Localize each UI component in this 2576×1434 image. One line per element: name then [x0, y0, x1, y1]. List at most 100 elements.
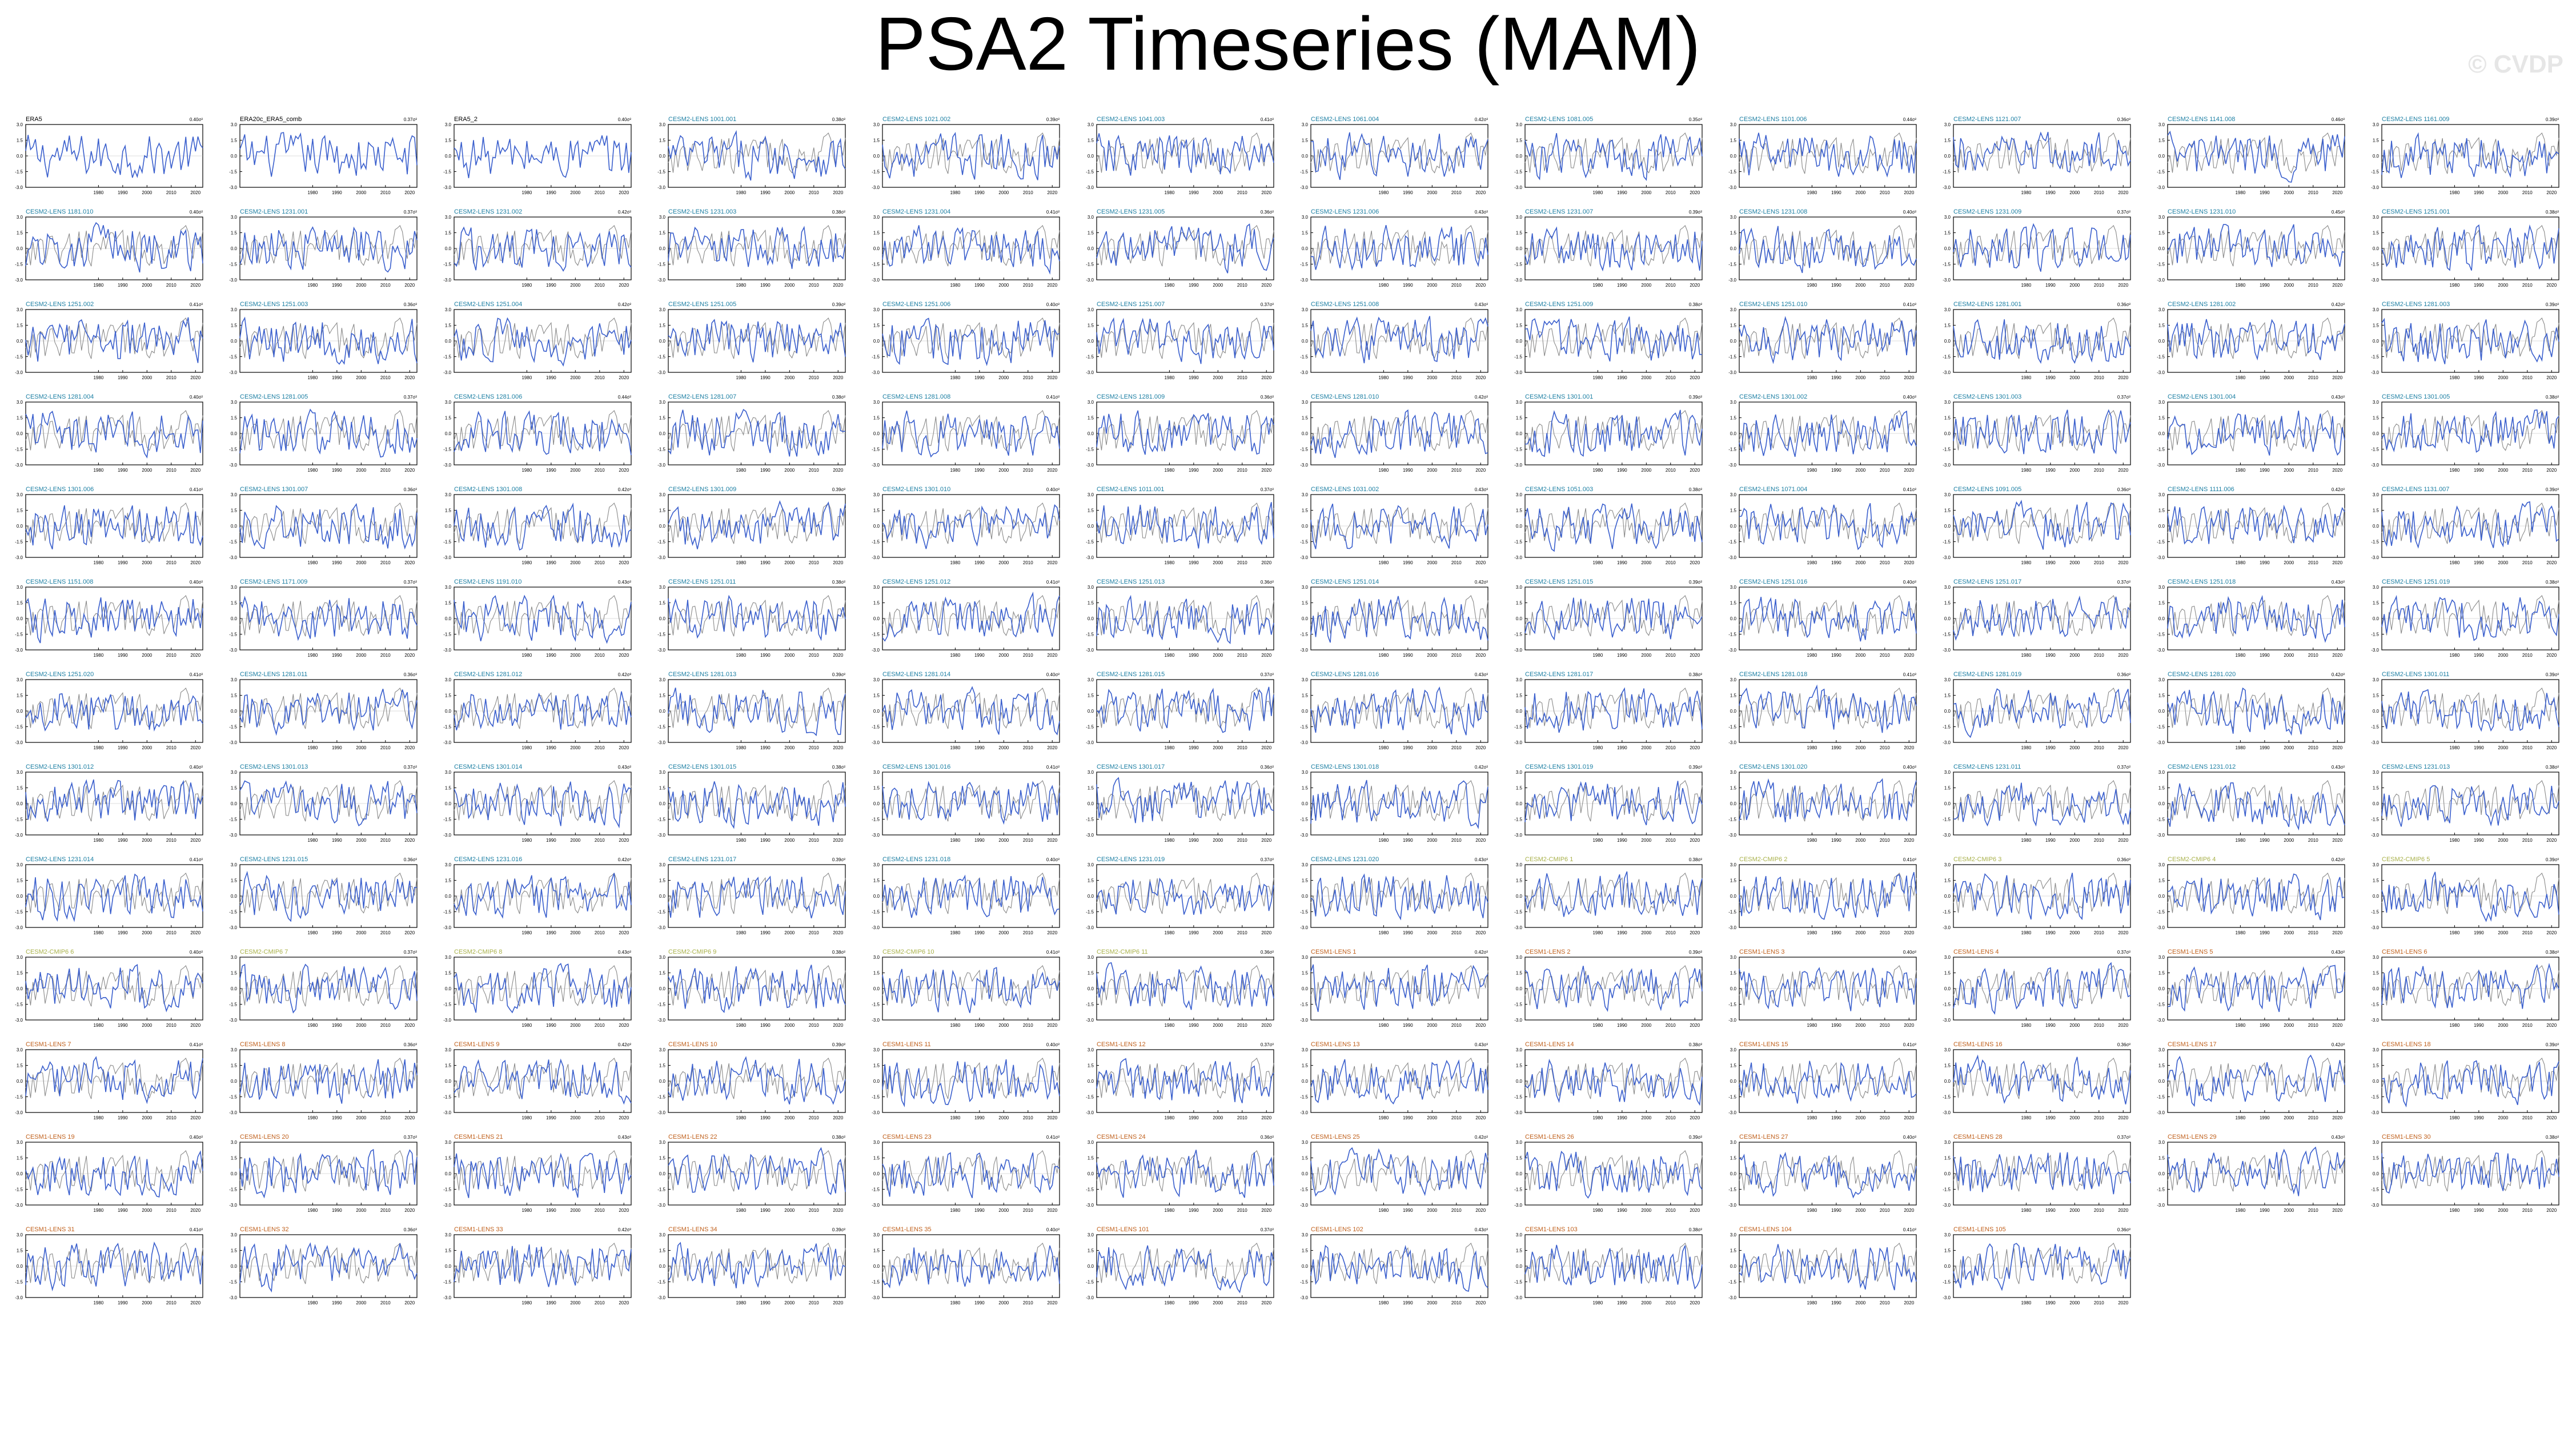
x-tick-label: 1990 — [2260, 375, 2270, 380]
panel-stat: 0.41σ² — [1903, 857, 1917, 862]
y-tick-label: 3.0 — [231, 122, 238, 127]
panel-stat: 0.38σ² — [832, 580, 846, 585]
x-tick-label: 1990 — [332, 930, 342, 935]
y-tick-label: -3.0 — [1300, 925, 1308, 930]
x-tick-label: 2020 — [1690, 1300, 1700, 1306]
observed-series-line — [1096, 873, 1274, 914]
x-tick-label: 2020 — [404, 745, 415, 750]
y-tick-label: 3.0 — [659, 307, 666, 312]
observed-series-line — [454, 595, 632, 637]
panel-stat: 0.39σ² — [1046, 117, 1060, 122]
observed-series-line — [1953, 1150, 2131, 1192]
panel: CESM2-LENS 1281.002 0.42σ²3.01.50.0-1.5-3… — [2157, 301, 2345, 380]
x-tick-label: 1990 — [546, 653, 556, 658]
x-tick-label: 1980 — [2449, 468, 2459, 473]
panel-stat: 0.41σ² — [1903, 487, 1917, 492]
x-tick-label: 1990 — [974, 1208, 985, 1213]
y-tick-label: 0.0 — [1088, 524, 1094, 529]
observed-series-line — [2167, 780, 2345, 822]
x-tick-label: 2000 — [998, 653, 1009, 658]
y-tick-label: 3.0 — [445, 1047, 452, 1053]
y-tick-label: -3.0 — [1728, 925, 1736, 930]
y-tick-label: -1.5 — [1086, 725, 1094, 730]
panel: CESM2-LENS 1231.018 0.40σ²3.01.50.0-1.5-3… — [872, 856, 1060, 935]
observed-series-line — [2381, 873, 2559, 914]
x-tick-label: 1980 — [950, 1300, 960, 1306]
x-tick-label: 2010 — [1023, 1023, 1033, 1028]
x-tick-label: 2020 — [1261, 1300, 1271, 1306]
x-tick-label: 1990 — [2474, 283, 2484, 288]
y-tick-label: 1.5 — [1088, 1248, 1094, 1254]
x-tick-label: 2020 — [619, 1208, 629, 1213]
x-tick-label: 1980 — [307, 930, 318, 935]
y-tick-label: -1.5 — [872, 170, 880, 175]
x-tick-label: 2020 — [1047, 1208, 1057, 1213]
x-tick-label: 1990 — [1617, 1300, 1627, 1306]
y-tick-label: 0.0 — [2373, 524, 2380, 529]
y-tick-label: 3.0 — [445, 307, 452, 312]
y-tick-label: 1.5 — [1516, 878, 1523, 883]
y-tick-label: -3.0 — [15, 833, 23, 838]
panel-title: CESM1-LENS 10 — [668, 1041, 717, 1048]
x-tick-label: 2020 — [619, 1023, 629, 1028]
x-tick-label: 2000 — [1213, 1300, 1223, 1306]
x-tick-label: 2000 — [1427, 1023, 1437, 1028]
x-tick-label: 2000 — [2069, 468, 2080, 473]
panel-title: ERA5_2 — [454, 116, 478, 123]
x-tick-label: 2000 — [356, 1300, 366, 1306]
panel: CESM1-LENS 104 0.41σ²3.01.50.0-1.5-3.0198… — [1728, 1226, 1917, 1306]
x-tick-label: 2020 — [1261, 190, 1271, 195]
member-series-line — [1310, 1147, 1488, 1197]
x-tick-label: 1980 — [2449, 283, 2459, 288]
x-tick-label: 2020 — [2118, 283, 2128, 288]
x-tick-label: 2020 — [619, 1115, 629, 1120]
y-tick-label: -1.5 — [1943, 1187, 1951, 1192]
panel-title: CESM2-LENS 1081.005 — [1525, 116, 1593, 123]
panel-stat: 0.40σ² — [1903, 765, 1917, 770]
x-tick-label: 1980 — [2449, 838, 2459, 843]
y-tick-label: 0.0 — [2373, 709, 2380, 714]
y-tick-label: 3.0 — [231, 400, 238, 405]
panel: CESM2-LENS 1251.017 0.37σ²3.01.50.0-1.5-3… — [1943, 579, 2131, 658]
x-tick-label: 2010 — [1451, 1208, 1462, 1213]
y-tick-label: 0.0 — [1088, 1171, 1094, 1176]
y-tick-label: 3.0 — [1516, 862, 1523, 867]
panel-title: CESM1-LENS 33 — [454, 1226, 503, 1233]
y-tick-label: 1.5 — [231, 1063, 238, 1069]
x-tick-label: 1980 — [1807, 190, 1817, 195]
panel-stat: 0.40σ² — [618, 117, 632, 122]
x-tick-label: 1990 — [118, 1023, 128, 1028]
x-tick-label: 1980 — [950, 283, 960, 288]
panel-title: CESM2-LENS 1091.005 — [1953, 486, 2021, 493]
panel-title: CESM1-LENS 17 — [2168, 1041, 2217, 1048]
y-tick-label: 1.5 — [2373, 508, 2380, 513]
panel-stat: 0.36σ² — [2117, 487, 2131, 492]
y-tick-label: 0.0 — [1302, 616, 1309, 621]
y-tick-label: 0.0 — [873, 801, 880, 806]
y-tick-label: 0.0 — [1088, 1079, 1094, 1084]
y-tick-label: 1.5 — [1088, 323, 1094, 328]
panel-stat: 0.42σ² — [618, 302, 632, 307]
x-tick-label: 2000 — [356, 1208, 366, 1213]
panel-title: CESM2-LENS 1231.013 — [2382, 764, 2450, 770]
panel-title: CESM2-LENS 1251.002 — [26, 301, 94, 308]
y-tick-label: 1.5 — [1730, 138, 1737, 143]
observed-series-line — [2381, 225, 2559, 267]
x-tick-label: 2020 — [833, 745, 843, 750]
y-tick-label: -3.0 — [1086, 555, 1094, 560]
y-tick-label: -1.5 — [2157, 1002, 2165, 1007]
x-tick-label: 2000 — [1427, 745, 1437, 750]
observed-series-line — [668, 503, 846, 544]
y-tick-label: 1.5 — [2158, 416, 2165, 421]
x-tick-label: 2000 — [356, 745, 366, 750]
y-tick-label: -3.0 — [657, 648, 665, 653]
y-tick-label: 3.0 — [873, 862, 880, 867]
x-tick-label: 2010 — [595, 283, 605, 288]
x-tick-label: 2020 — [1261, 283, 1271, 288]
x-tick-label: 1980 — [736, 283, 746, 288]
y-tick-label: -3.0 — [872, 1018, 880, 1023]
x-tick-label: 1990 — [332, 1300, 342, 1306]
x-tick-label: 1990 — [2045, 745, 2056, 750]
x-tick-label: 1990 — [2474, 375, 2484, 380]
y-tick-label: 1.5 — [445, 1248, 452, 1254]
